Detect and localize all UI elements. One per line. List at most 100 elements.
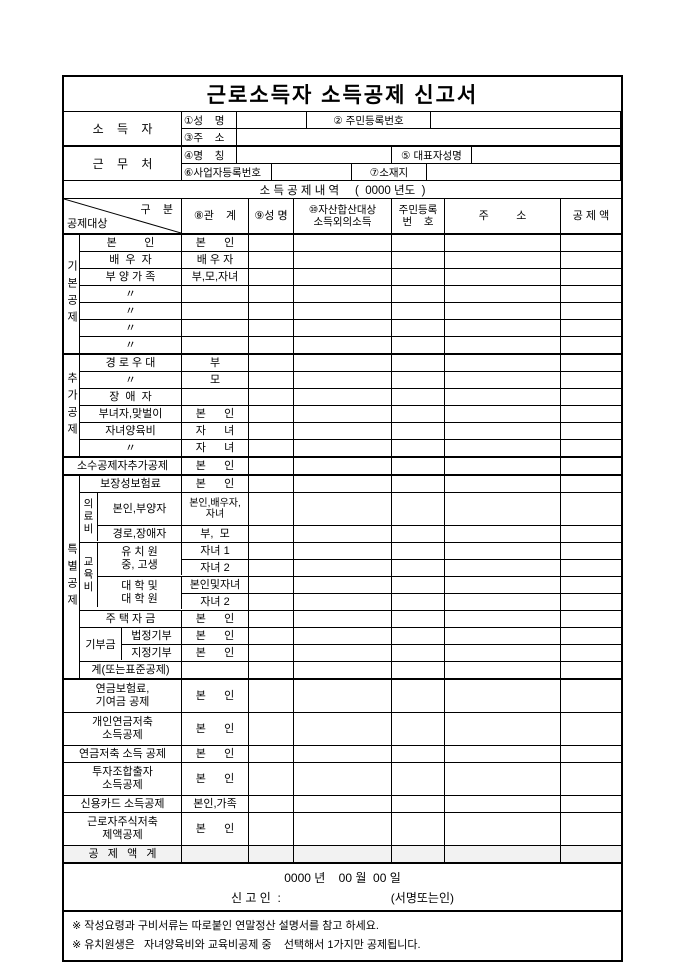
- cell-relation: 본인및자녀: [182, 577, 249, 593]
- fill-cell: [249, 713, 294, 745]
- fill-cell: [294, 355, 392, 371]
- fill-cell: [561, 796, 621, 812]
- fill-cell: [249, 476, 294, 492]
- row-label: 부녀자,맞벌이: [80, 406, 182, 422]
- fill-cell: [561, 355, 621, 371]
- fill-cell: [561, 389, 621, 405]
- fill-cell: [561, 423, 621, 439]
- row-label: 소수공제자추가공제: [64, 458, 182, 474]
- table-row: 본인및자녀: [182, 577, 621, 593]
- table-row: 〃: [80, 302, 621, 319]
- fill-cell: [294, 680, 392, 712]
- cell-relation: 본 인: [182, 645, 249, 661]
- fill-cell: [445, 813, 561, 845]
- fill-cell: [392, 645, 445, 661]
- fill-cell: [294, 763, 392, 795]
- fill-cell: [249, 493, 294, 525]
- fill-cell: [249, 560, 294, 576]
- row-label-ditto: 〃: [80, 372, 182, 388]
- cell-relation: 자녀 1: [182, 543, 249, 559]
- row-label: 부 양 가 족: [80, 269, 182, 285]
- medical-sub-label: 의료비: [80, 493, 98, 541]
- row-label-ditto: 〃: [80, 440, 182, 456]
- fill-cell: [561, 662, 621, 678]
- fill-cell: [392, 526, 445, 542]
- fill-cell: [249, 846, 294, 862]
- date-line: 0000 년 00 월 00 일: [284, 870, 401, 885]
- cell-relation: 본 인: [182, 235, 249, 251]
- business-no-fill-cell: [272, 164, 352, 180]
- header-asset-line1: ⑩자산합산대상: [308, 203, 377, 216]
- education-subgroup: 교육비 유 치 원 중, 고생 자녀 1 자녀 2 대 학 및 대 학 원 본인…: [80, 542, 621, 610]
- fill-cell: [249, 286, 294, 302]
- fill-cell: [392, 662, 445, 678]
- fill-cell: [392, 846, 445, 862]
- fill-cell: [445, 846, 561, 862]
- table-row: 경로,장애자 부, 모: [98, 525, 621, 542]
- row-label-ditto: 〃: [80, 286, 182, 302]
- cell-relation: 본 인: [182, 628, 249, 644]
- name-field-label: ①성 명: [182, 112, 237, 128]
- credit-card-row: 신용카드 소득공제 본인,가족: [64, 795, 621, 812]
- cell-relation: 본 인: [182, 813, 249, 845]
- fill-cell: [392, 560, 445, 576]
- fill-cell: [445, 526, 561, 542]
- header-asset-line2: 소득외의소득: [313, 216, 372, 228]
- fill-cell: [294, 476, 392, 492]
- cell-relation: 본 인: [182, 680, 249, 712]
- fill-cell: [561, 476, 621, 492]
- fill-cell: [561, 337, 621, 353]
- row-label: 경 로 우 대: [80, 355, 182, 371]
- fill-cell: [561, 577, 621, 593]
- footnote-1: ※ 작성요령과 구비서류는 따로붙인 연말정산 설명서를 참고 하세요.: [72, 920, 379, 932]
- education-sub-label: 교육비: [80, 543, 98, 607]
- fill-cell: [249, 813, 294, 845]
- fill-cell: [561, 645, 621, 661]
- header-rrn-line1: 주민등록: [398, 203, 438, 216]
- location-fill-cell: [427, 164, 621, 180]
- fill-cell: [392, 543, 445, 559]
- fill-cell: [294, 320, 392, 336]
- fill-cell: [445, 662, 561, 678]
- fill-cell: [561, 813, 621, 845]
- business-no-field-label: ⑥사업자등록번호: [182, 164, 272, 180]
- fill-cell: [249, 423, 294, 439]
- cell-relation: 본 인: [182, 406, 249, 422]
- fill-cell: [445, 746, 561, 762]
- fill-cell: [561, 235, 621, 251]
- fill-cell: [445, 389, 561, 405]
- fill-cell: [445, 235, 561, 251]
- fill-cell: [294, 337, 392, 353]
- row-label: 법정기부: [122, 628, 182, 644]
- seal-note: (서명또는인): [390, 890, 454, 905]
- fill-cell: [445, 440, 561, 456]
- deduction-details-band: 소 득 공 제 내 역 ( 0000 년도 ): [64, 180, 621, 199]
- cell-relation: 부,모,자녀: [182, 269, 249, 285]
- fill-cell: [249, 611, 294, 627]
- fill-cell: [445, 423, 561, 439]
- education-block-school: 유 치 원 중, 고생 자녀 1 자녀 2: [98, 543, 621, 576]
- group-label-additional: 추가공제: [64, 355, 80, 456]
- fill-cell: [249, 645, 294, 661]
- fill-cell: [294, 846, 392, 862]
- row-label: 보장성보험료: [80, 476, 182, 492]
- fill-cell: [249, 662, 294, 678]
- fill-cell: [445, 628, 561, 644]
- fill-cell: [392, 577, 445, 593]
- row-label: 자녀양육비: [80, 423, 182, 439]
- header-corner-cell: 구 분 공제대상: [64, 199, 182, 233]
- row-label: 본인,부양자: [98, 493, 182, 525]
- cell-relation: 본 인: [182, 611, 249, 627]
- fill-cell: [392, 423, 445, 439]
- group-label-special-text: 특별공제: [65, 543, 78, 611]
- group-label-basic: 기본공제: [64, 235, 80, 353]
- fill-cell: [392, 406, 445, 422]
- row-label: 연금보험료, 기여금 공제: [64, 680, 182, 712]
- fill-cell: [249, 269, 294, 285]
- fill-cell: [392, 303, 445, 319]
- cell-relation: 본 인: [182, 746, 249, 762]
- fill-cell: [561, 628, 621, 644]
- fill-cell: [249, 746, 294, 762]
- fill-cell: [294, 628, 392, 644]
